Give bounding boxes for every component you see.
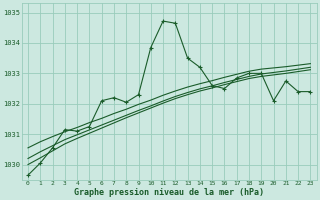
X-axis label: Graphe pression niveau de la mer (hPa): Graphe pression niveau de la mer (hPa) xyxy=(74,188,264,197)
